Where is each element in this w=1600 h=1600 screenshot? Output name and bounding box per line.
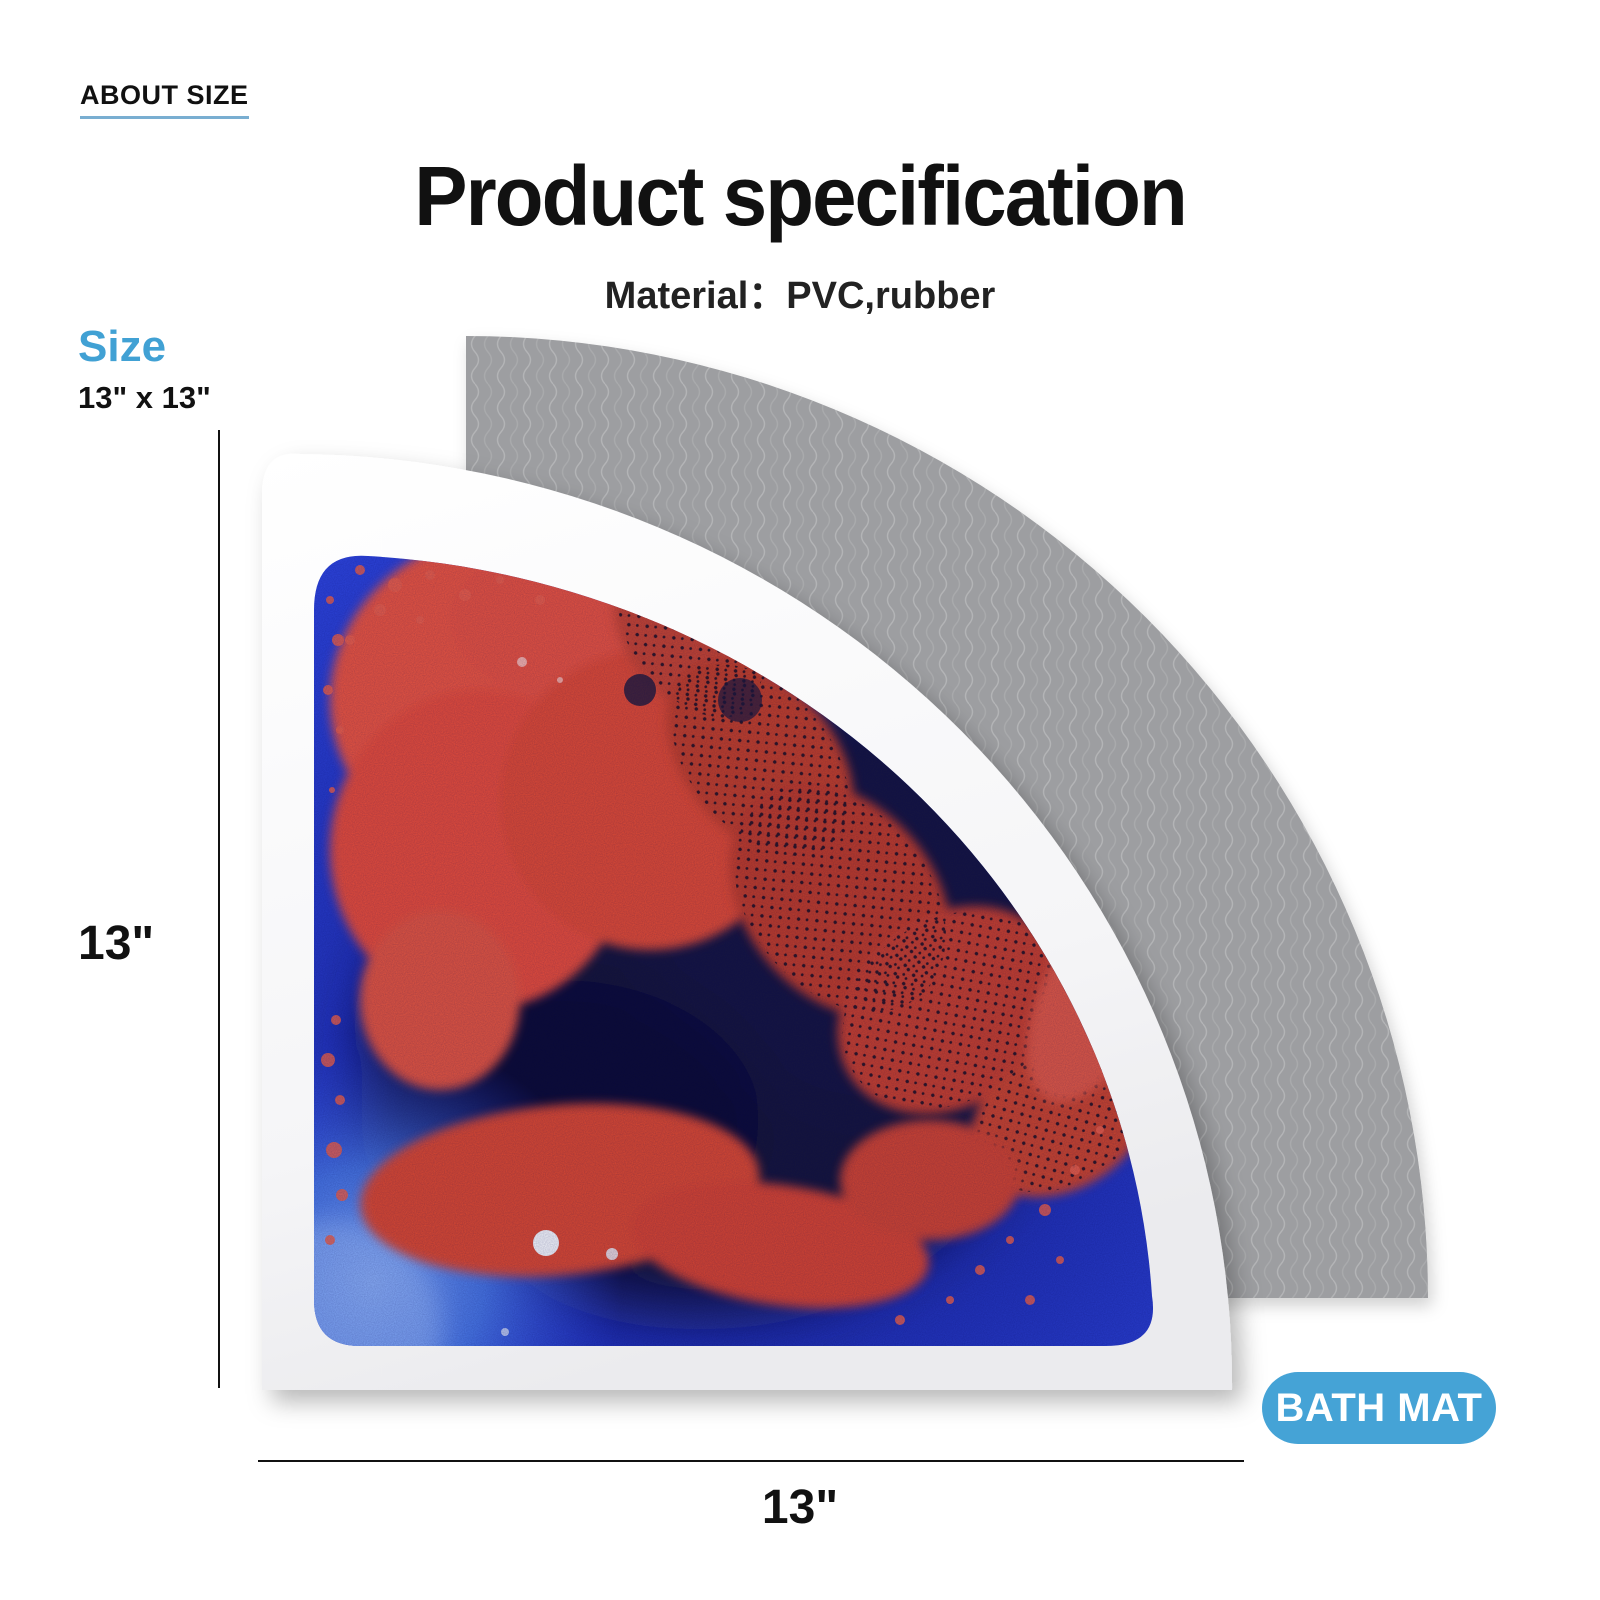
dimension-line-horizontal xyxy=(258,1460,1244,1462)
size-label: Size xyxy=(78,322,167,371)
height-dimension-label: 13" xyxy=(78,917,155,970)
page-title-text: Product specification xyxy=(414,149,1187,243)
liquid-lava-area xyxy=(314,555,1154,1346)
dimension-line-vertical xyxy=(218,430,220,1388)
about-size-heading: ABOUT SIZE xyxy=(80,80,249,119)
width-dimension-label: 13" xyxy=(761,1481,839,1534)
size-value: 13" x 13" xyxy=(78,380,211,415)
bath-mat-badge: BATH MAT xyxy=(1262,1372,1496,1444)
material-line: Material：PVC,rubber xyxy=(604,275,996,317)
page-title: Product specification xyxy=(0,148,1600,245)
